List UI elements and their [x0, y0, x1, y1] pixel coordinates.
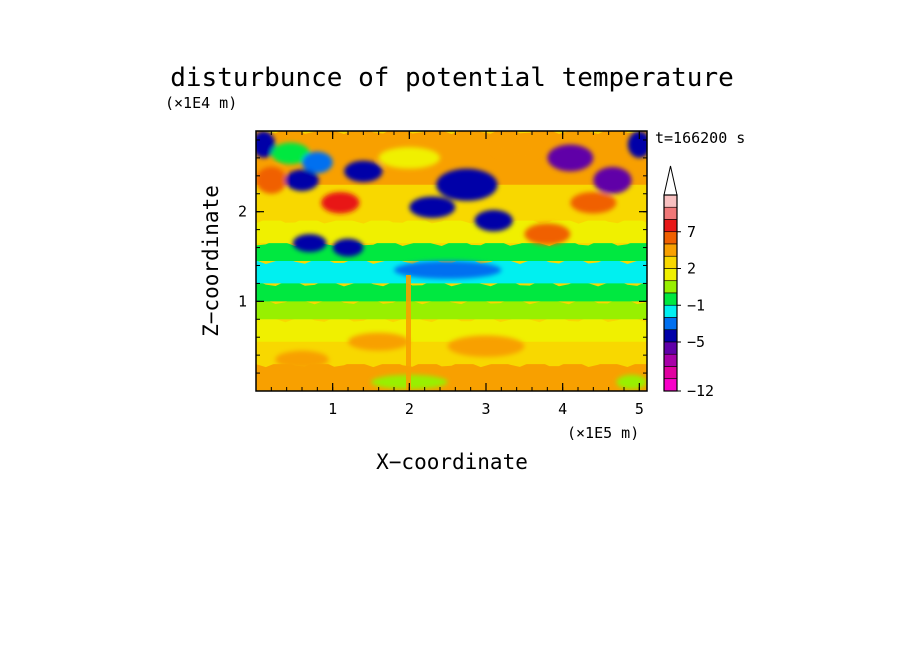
- contour-blob: [271, 142, 310, 165]
- colorbar-label: 2: [687, 260, 696, 278]
- contour-blob: [436, 168, 498, 201]
- colorbar-segment: [663, 329, 678, 343]
- contour-blob: [524, 223, 571, 245]
- contour-blob: [493, 139, 540, 158]
- contour-blob: [570, 191, 617, 214]
- contour-blob: [616, 374, 647, 390]
- colorbar-frame: [663, 194, 678, 392]
- contour-blob: [348, 332, 410, 351]
- colorbar-segment: [663, 255, 678, 269]
- y-axis-label: Z−coordinate: [199, 185, 223, 337]
- contour-blob: [409, 196, 456, 218]
- chart-title: disturbunce of potential temperature: [170, 63, 734, 93]
- contour-blob: [302, 151, 333, 174]
- colorbar-segment: [663, 219, 678, 233]
- colorbar-segment: [663, 353, 678, 367]
- colorbar-label: 7: [687, 223, 696, 241]
- y-tick-label: 2: [238, 203, 247, 221]
- contour-blob: [275, 350, 329, 369]
- x-axis-label: X−coordinate: [376, 450, 528, 474]
- colorbar-label: −12: [687, 382, 714, 400]
- contour-blob: [394, 261, 502, 279]
- contour-blob: [378, 147, 441, 169]
- contour-layer: [256, 280, 647, 302]
- y-axis-ticks: 12: [238, 139, 647, 374]
- contour-blob: [332, 238, 364, 257]
- colorbar-segment: [663, 206, 678, 220]
- plot-frame: [255, 130, 648, 392]
- y-axis-unit: (×1E4 m): [165, 94, 237, 112]
- contour-blob: [447, 335, 525, 357]
- colorbar-segment: [663, 268, 678, 282]
- contour-blob: [344, 160, 383, 183]
- contour-blob: [256, 131, 276, 158]
- x-tick-label: 2: [405, 400, 414, 418]
- contour-blob: [292, 234, 327, 253]
- x-tick-label: 3: [481, 400, 490, 418]
- colorbar-segment: [663, 292, 678, 306]
- colorbar-segment: [663, 280, 678, 294]
- contour-blob: [256, 166, 287, 194]
- colorbar-label: −5: [687, 333, 705, 351]
- colorbar-labels: 7 2 −1 −5 −12: [677, 223, 714, 400]
- colorbar: [663, 165, 678, 392]
- colorbar-segment: [663, 378, 678, 392]
- contour-blob: [547, 144, 594, 172]
- x-axis-ticks: 1 2 3 4 5: [270, 131, 644, 418]
- contour-blob: [627, 131, 647, 158]
- contour-layer: [256, 181, 647, 221]
- contour-blob: [474, 209, 513, 232]
- y-tick-label: 1: [238, 292, 247, 310]
- colorbar-segment: [663, 317, 678, 331]
- colorbar-extend-arrow: [663, 165, 678, 196]
- contour-blob: [593, 166, 632, 194]
- colorbar-segment: [663, 341, 678, 355]
- x-tick-label: 5: [635, 400, 644, 418]
- colorbar-segment: [663, 304, 678, 318]
- colorbar-segment: [663, 231, 678, 245]
- contour-layer: [256, 316, 647, 342]
- contour-layer: [256, 361, 647, 391]
- time-label: t=166200 s: [655, 129, 745, 147]
- plot-area: [256, 131, 647, 391]
- x-tick-label: 1: [328, 400, 337, 418]
- colorbar-segment: [663, 366, 678, 380]
- x-tick-label: 4: [558, 400, 567, 418]
- plume-stripe: [406, 275, 411, 391]
- contour-blob: [321, 191, 360, 214]
- contour-blob: [285, 169, 319, 192]
- contour-blobs: [256, 131, 647, 390]
- colorbar-segment: [663, 194, 678, 208]
- colorbar-label: −1: [687, 296, 705, 314]
- x-axis-unit: (×1E5 m): [567, 424, 639, 442]
- colorbar-segment: [663, 243, 678, 257]
- contour-layer: [256, 298, 647, 320]
